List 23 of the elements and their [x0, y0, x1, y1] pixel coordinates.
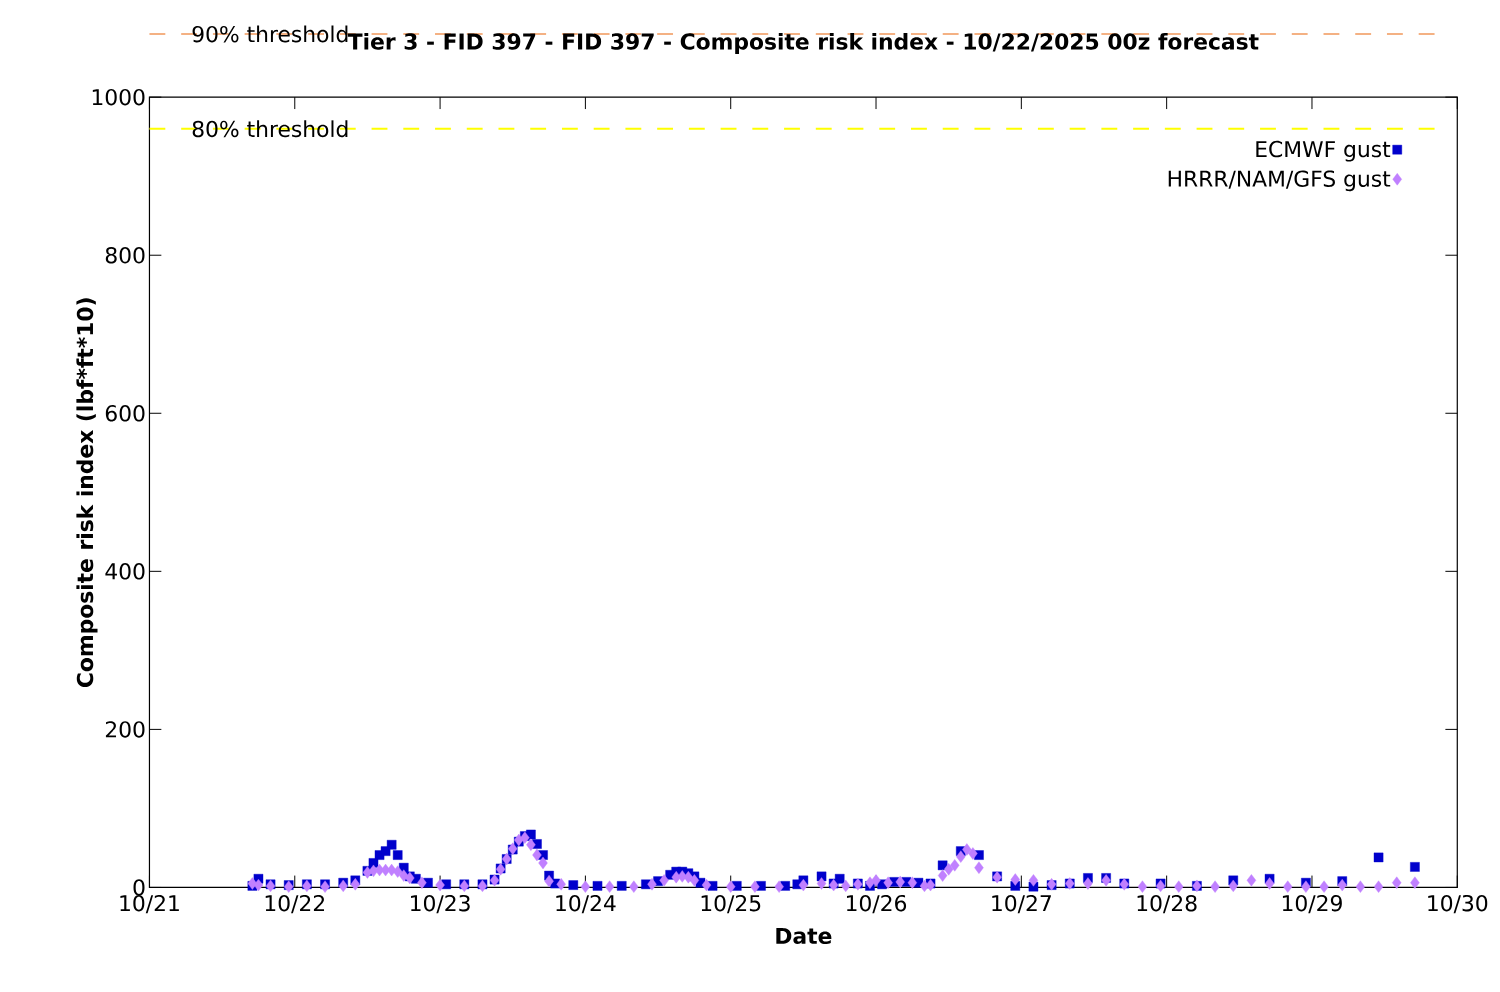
y-tick-label: 0	[133, 879, 145, 896]
x-tick-label: 10/25	[701, 895, 761, 914]
y-axis-title: Composite risk index (lbf*ft*10)	[76, 298, 98, 688]
y-tick-label: 200	[105, 721, 145, 738]
x-tick-label: 10/22	[265, 895, 325, 914]
x-tick-label: 10/26	[846, 895, 907, 914]
x-tick-label: 10/24	[556, 895, 616, 914]
y-tick-label: 600	[105, 405, 145, 422]
y-tick-label: 800	[105, 247, 145, 264]
x-tick-label: 10/27	[992, 895, 1051, 914]
ref-line-label: 80% threshold	[192, 120, 348, 138]
x-tick-label: 10/30	[1428, 895, 1488, 914]
legend-label: ECMWF gust	[1256, 141, 1391, 162]
x-axis-title: Date	[776, 928, 832, 945]
legend-label: HRRR/NAM/GFS gust	[1168, 170, 1391, 192]
chart-title: Tier 3 - FID 397 - FID 397 - Composite risk index - 10/22/2025 00z forecast	[347, 33, 1259, 55]
y-tick-label: 400	[105, 563, 145, 580]
ref-line-label: 90% threshold	[192, 25, 348, 43]
x-tick-label: 10/29	[1282, 895, 1342, 914]
x-tick-label: 10/21	[120, 895, 179, 914]
x-tick-label: 10/23	[411, 895, 470, 914]
x-tick-label: 10/28	[1137, 895, 1197, 914]
y-tick-label: 1000	[92, 89, 145, 106]
